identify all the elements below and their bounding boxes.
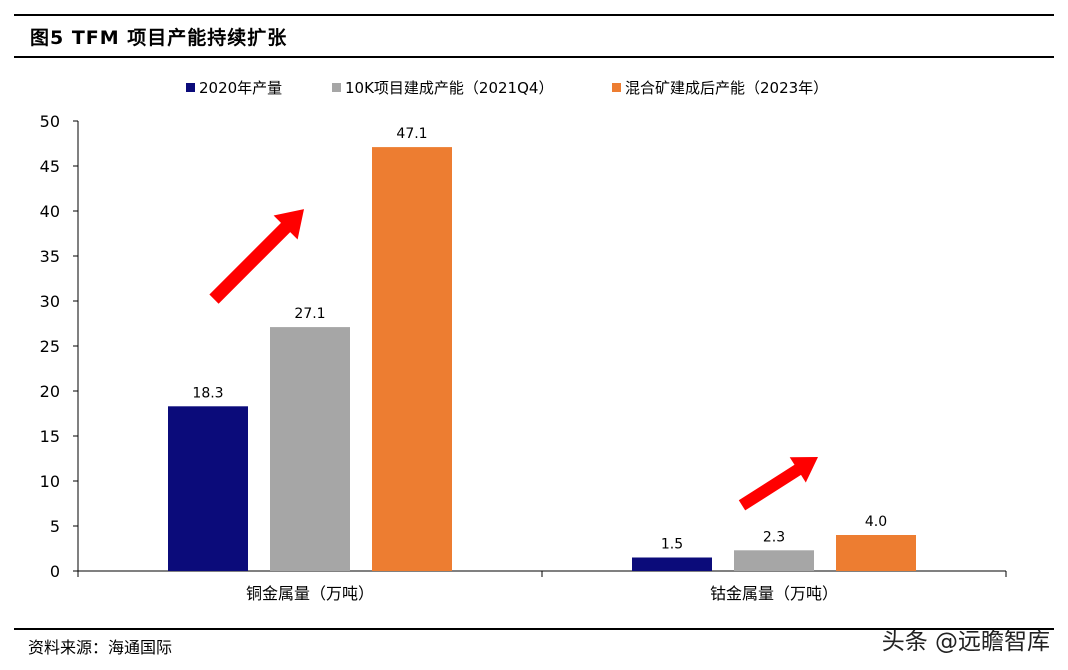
y-tick-label: 0 (50, 562, 60, 581)
trend-arrow-icon (209, 209, 304, 304)
data-label: 2.3 (763, 529, 785, 545)
y-tick-label: 20 (40, 382, 60, 401)
y-tick-label: 5 (50, 517, 60, 536)
bar (270, 327, 350, 571)
watermark: 头条 @远瞻智库 (881, 629, 1050, 655)
data-label: 18.3 (192, 385, 223, 401)
source-divider (14, 628, 1054, 630)
legend-swatch (612, 83, 621, 92)
data-label: 27.1 (294, 306, 325, 322)
trend-arrow-icon (738, 457, 818, 511)
source-note: 资料来源：海通国际 (28, 638, 173, 657)
data-label: 4.0 (865, 514, 887, 530)
y-tick-label: 30 (40, 292, 60, 311)
legend-label: 2020年产量 (199, 79, 282, 97)
figure-title-bar: 图5 TFM 项目产能持续扩张 (14, 14, 1054, 58)
legend-swatch (186, 83, 195, 92)
bar (632, 557, 712, 571)
bar (734, 550, 814, 571)
y-tick-label: 25 (40, 337, 60, 356)
legend-swatch (332, 83, 341, 92)
y-tick-label: 40 (40, 202, 60, 221)
figure-title: 图5 TFM 项目产能持续扩张 (30, 27, 288, 49)
y-tick-label: 10 (40, 472, 60, 491)
bar (372, 147, 452, 571)
legend-label: 混合矿建成后产能（2023年） (625, 79, 828, 97)
y-tick-label: 35 (40, 247, 60, 266)
y-tick-label: 45 (40, 157, 60, 176)
legend-label: 10K项目建成产能（2021Q4） (345, 79, 553, 97)
x-category-label: 铜金属量（万吨） (246, 584, 374, 603)
bar (168, 406, 248, 571)
data-label: 47.1 (396, 126, 427, 142)
data-label: 1.5 (661, 537, 683, 553)
x-category-label: 钴金属量（万吨） (710, 584, 838, 603)
y-tick-label: 50 (40, 112, 60, 131)
bar (836, 535, 916, 571)
y-tick-label: 15 (40, 427, 60, 446)
